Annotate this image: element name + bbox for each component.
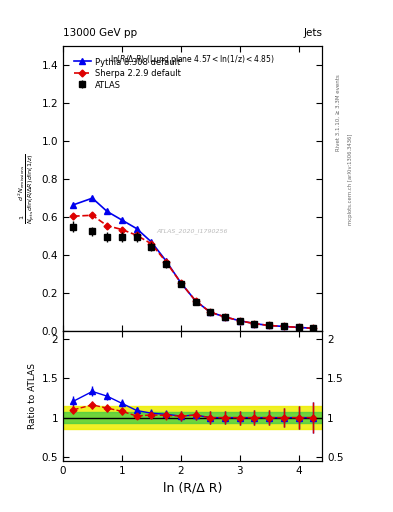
Pythia 8.308 default — [134, 225, 139, 231]
Sherpa 2.2.9 default — [163, 259, 168, 265]
Pythia 8.308 default — [193, 297, 198, 304]
Text: ATLAS_2020_I1790256: ATLAS_2020_I1790256 — [157, 228, 228, 234]
Pythia 8.308 default — [311, 325, 316, 331]
Sherpa 2.2.9 default — [134, 232, 139, 238]
Sherpa 2.2.9 default — [296, 324, 301, 330]
Pythia 8.308 default — [252, 321, 257, 327]
Sherpa 2.2.9 default — [90, 212, 95, 218]
Pythia 8.308 default — [267, 323, 272, 329]
Pythia 8.308 default — [281, 324, 286, 330]
Pythia 8.308 default — [237, 317, 242, 324]
Text: mcplots.cern.ch [arXiv:1306.3436]: mcplots.cern.ch [arXiv:1306.3436] — [348, 134, 353, 225]
Sherpa 2.2.9 default — [105, 223, 109, 229]
Y-axis label: Ratio to ATLAS: Ratio to ATLAS — [28, 363, 37, 429]
Sherpa 2.2.9 default — [281, 324, 286, 330]
Sherpa 2.2.9 default — [149, 241, 154, 247]
Pythia 8.308 default — [208, 309, 213, 315]
Pythia 8.308 default — [163, 258, 168, 264]
Pythia 8.308 default — [119, 217, 124, 223]
Legend: Pythia 8.308 default, Sherpa 2.2.9 default, ATLAS: Pythia 8.308 default, Sherpa 2.2.9 defau… — [72, 56, 182, 91]
Pythia 8.308 default — [178, 280, 183, 286]
Sherpa 2.2.9 default — [119, 226, 124, 232]
Text: Rivet 3.1.10, ≥ 3.3M events: Rivet 3.1.10, ≥ 3.3M events — [336, 74, 341, 151]
Sherpa 2.2.9 default — [71, 213, 76, 219]
Line: Sherpa 2.2.9 default: Sherpa 2.2.9 default — [71, 213, 316, 331]
Sherpa 2.2.9 default — [237, 317, 242, 324]
Pythia 8.308 default — [105, 208, 109, 215]
Sherpa 2.2.9 default — [222, 314, 227, 320]
Text: Jets: Jets — [303, 28, 322, 38]
Line: Pythia 8.308 default: Pythia 8.308 default — [70, 195, 316, 331]
Pythia 8.308 default — [90, 195, 95, 201]
Sherpa 2.2.9 default — [311, 325, 316, 331]
Pythia 8.308 default — [296, 324, 301, 330]
Pythia 8.308 default — [222, 314, 227, 320]
Pythia 8.308 default — [71, 202, 76, 208]
Sherpa 2.2.9 default — [252, 321, 257, 327]
X-axis label: ln (R/Δ R): ln (R/Δ R) — [163, 481, 222, 494]
Text: $\mathregular{ln}(R/\Delta\ R)$ (Lund plane 4.57$<$ln(1/z)$<$4.85): $\mathregular{ln}(R/\Delta\ R)$ (Lund pl… — [110, 53, 275, 66]
Pythia 8.308 default — [149, 239, 154, 245]
Sherpa 2.2.9 default — [193, 297, 198, 304]
Text: 13000 GeV pp: 13000 GeV pp — [63, 28, 137, 38]
Y-axis label: $\frac{1}{N_\mathrm{jets}}\frac{d^2N_\mathrm{emissions}}{d\ln(R/\Delta R)\,d\ln(: $\frac{1}{N_\mathrm{jets}}\frac{d^2N_\ma… — [17, 153, 37, 224]
Sherpa 2.2.9 default — [267, 323, 272, 329]
Sherpa 2.2.9 default — [178, 280, 183, 286]
Sherpa 2.2.9 default — [208, 309, 213, 315]
